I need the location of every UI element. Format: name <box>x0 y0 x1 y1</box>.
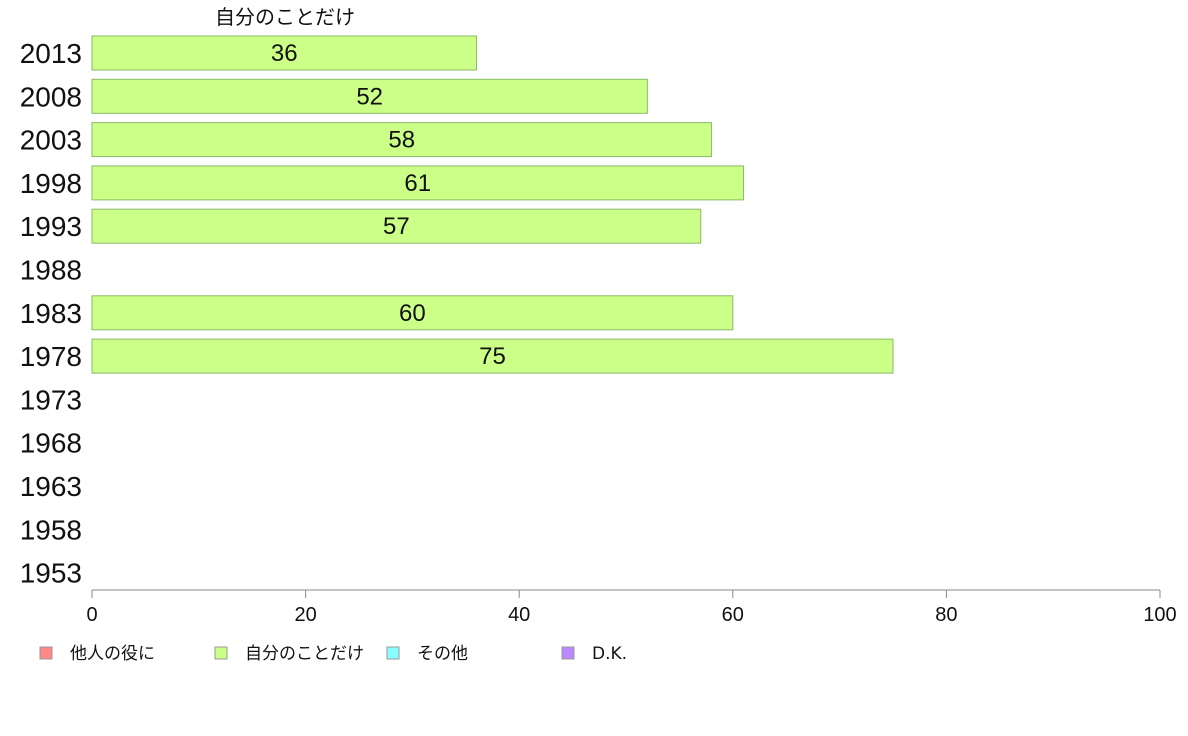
data-label: 52 <box>356 83 383 110</box>
y-tick-label: 1988 <box>20 255 82 286</box>
legend-swatch <box>561 646 575 660</box>
legend-label: その他 <box>417 644 468 664</box>
legend: 他人の役に 自分のことだけ その他 D.K. <box>39 644 627 664</box>
legend-label: D.K. <box>592 644 627 664</box>
y-axis-labels: 2013 2008 2003 1998 1993 1988 1983 1978 1973 1968… <box>20 38 82 589</box>
x-tick-label: 0 <box>86 604 97 626</box>
y-tick-label: 2013 <box>20 38 82 69</box>
data-label: 61 <box>404 170 431 197</box>
y-tick-label: 1968 <box>20 428 82 459</box>
x-tick-label: 20 <box>294 604 316 626</box>
y-tick-label: 2003 <box>20 125 82 156</box>
bar <box>91 122 712 158</box>
x-tick-label: 100 <box>1143 604 1176 626</box>
legend-label: 自分のことだけ <box>245 644 364 664</box>
bar <box>91 208 702 244</box>
legend-swatch <box>386 646 400 660</box>
legend-swatch <box>214 646 228 660</box>
x-tick-label: 40 <box>508 604 530 626</box>
y-tick-label: 1993 <box>20 211 82 242</box>
bar <box>91 295 734 331</box>
bar <box>91 165 744 201</box>
y-tick-label: 1953 <box>20 558 82 589</box>
legend-swatch <box>39 646 53 660</box>
bar <box>91 35 477 71</box>
y-tick-label: 1983 <box>20 298 82 329</box>
legend-label: 他人の役に <box>70 644 155 664</box>
y-tick-label: 1978 <box>20 341 82 372</box>
y-tick-label: 1998 <box>20 168 82 199</box>
data-label: 58 <box>388 127 415 154</box>
x-tick-label: 60 <box>722 604 744 626</box>
y-tick-label: 1973 <box>20 384 82 415</box>
data-label: 60 <box>399 300 426 327</box>
bar <box>91 338 894 374</box>
series-title: 自分のことだけ <box>215 5 355 29</box>
x-tick-label: 80 <box>935 604 957 626</box>
y-tick-label: 1963 <box>20 471 82 502</box>
y-tick-label: 1958 <box>20 514 82 545</box>
data-label: 75 <box>479 343 506 370</box>
data-label: 36 <box>271 40 298 67</box>
bar <box>91 78 648 114</box>
y-tick-label: 2008 <box>20 81 82 112</box>
x-axis: 0 20 40 60 80 100 <box>86 589 1177 626</box>
data-label: 57 <box>383 213 410 240</box>
